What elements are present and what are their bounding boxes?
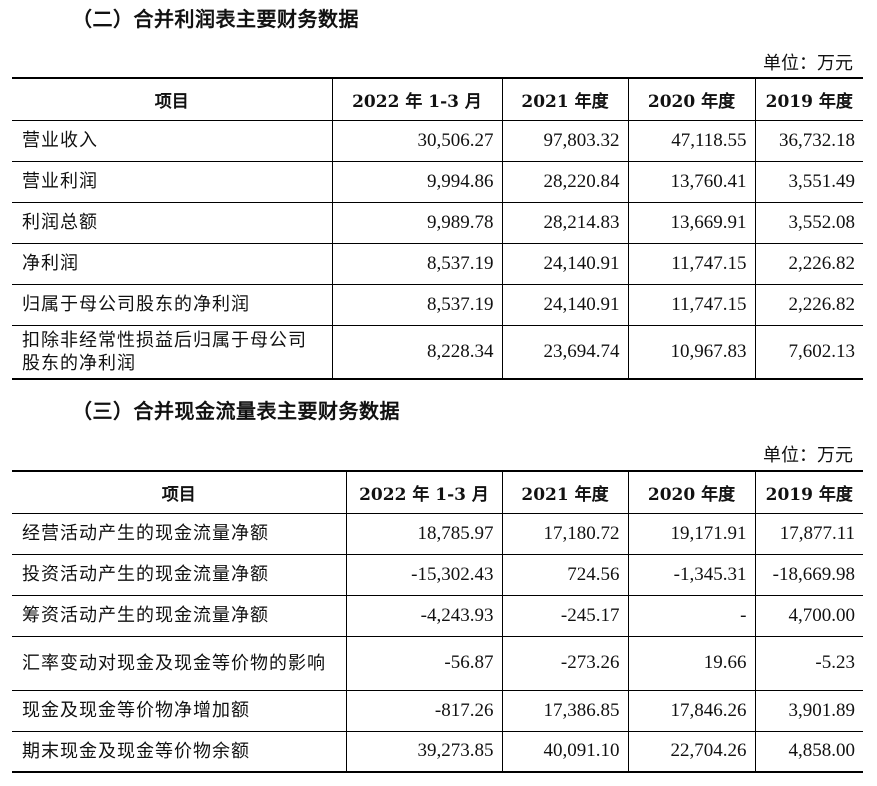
- table-cell: 30,506.27: [331, 119, 503, 162]
- row-label: 经营活动产生的现金流量净额: [12, 512, 347, 555]
- table-row: 经营活动产生的现金流量净额 18,785.97 17,180.72 19,171…: [12, 512, 863, 555]
- table-header-row: 项目 2022 年 1-3 月 2021 年度 2020 年度 2019 年度: [12, 77, 863, 121]
- table-cell: 13,669.91: [627, 201, 756, 244]
- row-label: 营业利润: [12, 160, 333, 203]
- table-row: 筹资活动产生的现金流量净额 -4,243.93 -245.17 - 4,700.…: [12, 594, 863, 637]
- table-cell: 724.56: [501, 553, 629, 596]
- row-label: 汇率变动对现金及现金等价物的影响: [12, 635, 347, 691]
- table-cell: 24,140.91: [501, 283, 629, 326]
- table-cell: 3,901.89: [754, 689, 863, 732]
- row-label: 筹资活动产生的现金流量净额: [12, 594, 347, 637]
- table-cell: 17,877.11: [754, 512, 863, 555]
- table-cell: 2,226.82: [754, 242, 863, 285]
- income-section-title: （二）合并利润表主要财务数据: [72, 7, 359, 31]
- table-cell: 17,846.26: [627, 689, 756, 732]
- table-cell: 9,989.78: [331, 201, 503, 244]
- table-cell: 10,967.83: [627, 324, 756, 380]
- table-cell: -56.87: [345, 635, 503, 691]
- table-cell: 17,180.72: [501, 512, 629, 555]
- column-header: 项目: [12, 77, 333, 121]
- table-cell: -15,302.43: [345, 553, 503, 596]
- table-cell: 8,537.19: [331, 283, 503, 326]
- table-cell: 2,226.82: [754, 283, 863, 326]
- column-header: 2019 年度: [754, 470, 863, 514]
- table-cell: 3,552.08: [754, 201, 863, 244]
- table-cell: -5.23: [754, 635, 863, 691]
- row-label: 归属于母公司股东的净利润: [12, 283, 333, 326]
- column-header: 2021 年度: [501, 470, 629, 514]
- table-row: 扣除非经常性损益后归属于母公司股东的净利润 8,228.34 23,694.74…: [12, 324, 863, 380]
- table-cell: 4,858.00: [754, 730, 863, 773]
- column-header: 2022 年 1-3 月: [331, 77, 503, 121]
- table-cell: 4,700.00: [754, 594, 863, 637]
- table-cell: 28,214.83: [501, 201, 629, 244]
- table-row: 汇率变动对现金及现金等价物的影响 -56.87 -273.26 19.66 -5…: [12, 635, 863, 691]
- table-row: 营业利润 9,994.86 28,220.84 13,760.41 3,551.…: [12, 160, 863, 203]
- table-cell: 47,118.55: [627, 119, 756, 162]
- table-header-row: 项目 2022 年 1-3 月 2021 年度 2020 年度 2019 年度: [12, 470, 863, 514]
- table-row: 现金及现金等价物净增加额 -817.26 17,386.85 17,846.26…: [12, 689, 863, 732]
- row-label: 投资活动产生的现金流量净额: [12, 553, 347, 596]
- cashflow-section-title: （三）合并现金流量表主要财务数据: [72, 399, 400, 423]
- table-cell: -273.26: [501, 635, 629, 691]
- column-header: 2020 年度: [627, 77, 756, 121]
- column-header: 2022 年 1-3 月: [345, 470, 503, 514]
- table-cell: 18,785.97: [345, 512, 503, 555]
- table-cell: -4,243.93: [345, 594, 503, 637]
- table-cell: 39,273.85: [345, 730, 503, 773]
- table-cell: -817.26: [345, 689, 503, 732]
- table-cell: 28,220.84: [501, 160, 629, 203]
- table-cell: -245.17: [501, 594, 629, 637]
- table-cell: 13,760.41: [627, 160, 756, 203]
- table-row: 净利润 8,537.19 24,140.91 11,747.15 2,226.8…: [12, 242, 863, 285]
- column-header: 2019 年度: [754, 77, 863, 121]
- row-label: 营业收入: [12, 119, 333, 162]
- row-label: 利润总额: [12, 201, 333, 244]
- table-cell: 19,171.91: [627, 512, 756, 555]
- table-cell: 9,994.86: [331, 160, 503, 203]
- table-cell: -: [627, 594, 756, 637]
- table-cell: 7,602.13: [754, 324, 863, 380]
- table-cell: 8,537.19: [331, 242, 503, 285]
- table-cell: 8,228.34: [331, 324, 503, 380]
- table-cell: 36,732.18: [754, 119, 863, 162]
- row-label: 净利润: [12, 242, 333, 285]
- income-table: 项目 2022 年 1-3 月 2021 年度 2020 年度 2019 年度 …: [12, 77, 863, 380]
- table-row: 投资活动产生的现金流量净额 -15,302.43 724.56 -1,345.3…: [12, 553, 863, 596]
- table-row: 利润总额 9,989.78 28,214.83 13,669.91 3,552.…: [12, 201, 863, 244]
- table-cell: 24,140.91: [501, 242, 629, 285]
- table-row: 营业收入 30,506.27 97,803.32 47,118.55 36,73…: [12, 119, 863, 162]
- table-cell: -1,345.31: [627, 553, 756, 596]
- table-row: 归属于母公司股东的净利润 8,537.19 24,140.91 11,747.1…: [12, 283, 863, 326]
- cashflow-table: 项目 2022 年 1-3 月 2021 年度 2020 年度 2019 年度 …: [12, 470, 863, 773]
- table-cell: -18,669.98: [754, 553, 863, 596]
- table-cell: 11,747.15: [627, 283, 756, 326]
- table-row: 期末现金及现金等价物余额 39,273.85 40,091.10 22,704.…: [12, 730, 863, 773]
- row-label: 现金及现金等价物净增加额: [12, 689, 347, 732]
- column-header: 2021 年度: [501, 77, 629, 121]
- table-cell: 40,091.10: [501, 730, 629, 773]
- income-unit-label: 单位：万元: [763, 53, 853, 74]
- table-cell: 23,694.74: [501, 324, 629, 380]
- column-header: 项目: [12, 470, 347, 514]
- table-cell: 17,386.85: [501, 689, 629, 732]
- table-cell: 3,551.49: [754, 160, 863, 203]
- row-label: 期末现金及现金等价物余额: [12, 730, 347, 773]
- table-cell: 11,747.15: [627, 242, 756, 285]
- cashflow-unit-label: 单位：万元: [763, 445, 853, 466]
- column-header: 2020 年度: [627, 470, 756, 514]
- table-cell: 97,803.32: [501, 119, 629, 162]
- table-cell: 19.66: [627, 635, 756, 691]
- table-cell: 22,704.26: [627, 730, 756, 773]
- row-label: 扣除非经常性损益后归属于母公司股东的净利润: [12, 324, 333, 380]
